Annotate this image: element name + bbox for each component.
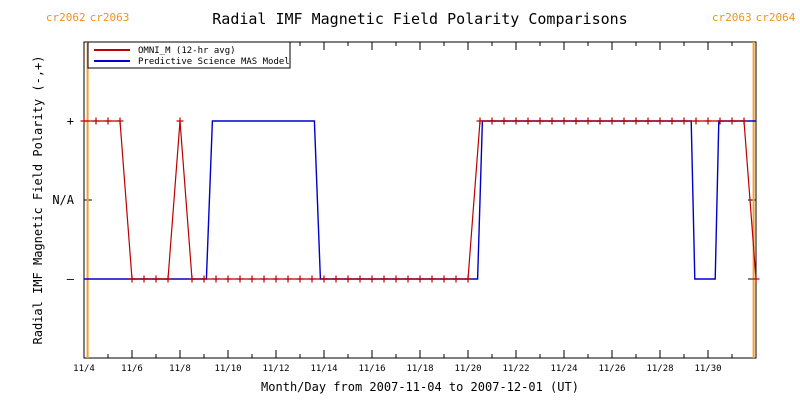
y-tick-label: N/A <box>52 193 74 207</box>
data-point <box>368 275 376 283</box>
cr-label-right: cr2064 <box>756 11 796 24</box>
data-point <box>332 275 340 283</box>
x-tick-label: 11/22 <box>502 364 529 374</box>
data-point <box>116 117 124 125</box>
data-point <box>680 117 688 125</box>
data-point <box>176 117 184 125</box>
data-point <box>632 117 640 125</box>
data-point <box>740 117 748 125</box>
data-point <box>692 117 700 125</box>
x-tick-label: 11/24 <box>550 364 577 374</box>
data-point <box>524 117 532 125</box>
data-point <box>416 275 424 283</box>
data-point <box>284 275 292 283</box>
series-layer <box>80 117 760 283</box>
x-axis-label: Month/Day from 2007-11-04 to 2007-12-01 … <box>261 380 579 394</box>
legend: OMNI_M (12-hr avg) Predictive Science MA… <box>87 41 291 69</box>
data-point <box>224 275 232 283</box>
x-tick-label: 11/16 <box>358 364 385 374</box>
chart-title: Radial IMF Magnetic Field Polarity Compa… <box>212 10 627 28</box>
x-tick-label: 11/10 <box>214 364 241 374</box>
data-point <box>704 117 712 125</box>
data-point <box>488 117 496 125</box>
legend-box <box>87 41 291 69</box>
data-point <box>548 117 556 125</box>
x-axis-ticks: 11/4 11/6 11/8 11/10 11/12 11/14 11/16 11/18 11/… <box>73 42 757 374</box>
cr-label-left: cr2063 <box>712 11 752 24</box>
x-tick-label: 11/6 <box>121 364 143 374</box>
y-axis-label: Radial IMF Magnetic Field Polarity (-,+) <box>31 56 45 345</box>
data-point <box>440 275 448 283</box>
data-point <box>272 275 280 283</box>
data-point <box>200 275 208 283</box>
x-tick-label: 11/20 <box>454 364 481 374</box>
data-point <box>464 275 472 283</box>
x-tick-label: 11/30 <box>694 364 721 374</box>
data-point <box>584 117 592 125</box>
x-tick-label: 11/28 <box>646 364 673 374</box>
y-tick-label: – <box>67 272 75 286</box>
data-point <box>452 275 460 283</box>
x-tick-label: 11/26 <box>598 364 625 374</box>
data-point <box>236 275 244 283</box>
plot-frame <box>83 41 757 359</box>
data-point <box>752 275 760 283</box>
data-point <box>152 275 160 283</box>
data-point <box>320 275 328 283</box>
data-point <box>308 275 316 283</box>
data-point <box>656 117 664 125</box>
data-point <box>188 275 196 283</box>
data-point <box>164 275 172 283</box>
data-point <box>500 117 508 125</box>
series-line-0 <box>84 120 757 280</box>
data-point <box>212 275 220 283</box>
data-point <box>248 275 256 283</box>
data-point <box>572 117 580 125</box>
data-point <box>380 275 388 283</box>
legend-label-omni: OMNI_M (12-hr avg) <box>138 46 236 56</box>
data-point <box>260 275 268 283</box>
x-tick-label: 11/14 <box>310 364 337 374</box>
x-tick-label: 11/8 <box>169 364 191 374</box>
data-point <box>404 275 412 283</box>
data-point <box>536 117 544 125</box>
data-point <box>140 275 148 283</box>
series-line-1 <box>84 120 756 280</box>
y-tick-label: + <box>67 114 74 128</box>
data-point <box>512 117 520 125</box>
x-tick-label: 11/12 <box>262 364 289 374</box>
data-point <box>668 117 676 125</box>
data-point <box>644 117 652 125</box>
data-point <box>728 117 736 125</box>
x-tick-label: 11/18 <box>406 364 433 374</box>
data-point <box>620 117 628 125</box>
data-point <box>716 117 724 125</box>
cr-label-left: cr2062 <box>46 11 86 24</box>
data-point <box>428 275 436 283</box>
data-point <box>344 275 352 283</box>
legend-label-mas: Predictive Science MAS Model <box>138 57 290 67</box>
data-point <box>104 117 112 125</box>
data-point <box>608 117 616 125</box>
data-point <box>560 117 568 125</box>
carrington-rotation-markers: cr2062 cr2063 cr2063 cr2064 <box>46 11 796 358</box>
data-point <box>296 275 304 283</box>
cr-label-right: cr2063 <box>90 11 130 24</box>
data-point <box>596 117 604 125</box>
data-point <box>392 275 400 283</box>
data-point <box>128 275 136 283</box>
data-point <box>476 117 484 125</box>
data-point <box>80 117 88 125</box>
y-axis-ticks: + N/A – <box>52 114 756 286</box>
data-point <box>356 275 364 283</box>
x-tick-label: 11/4 <box>73 364 95 374</box>
data-point <box>92 117 100 125</box>
